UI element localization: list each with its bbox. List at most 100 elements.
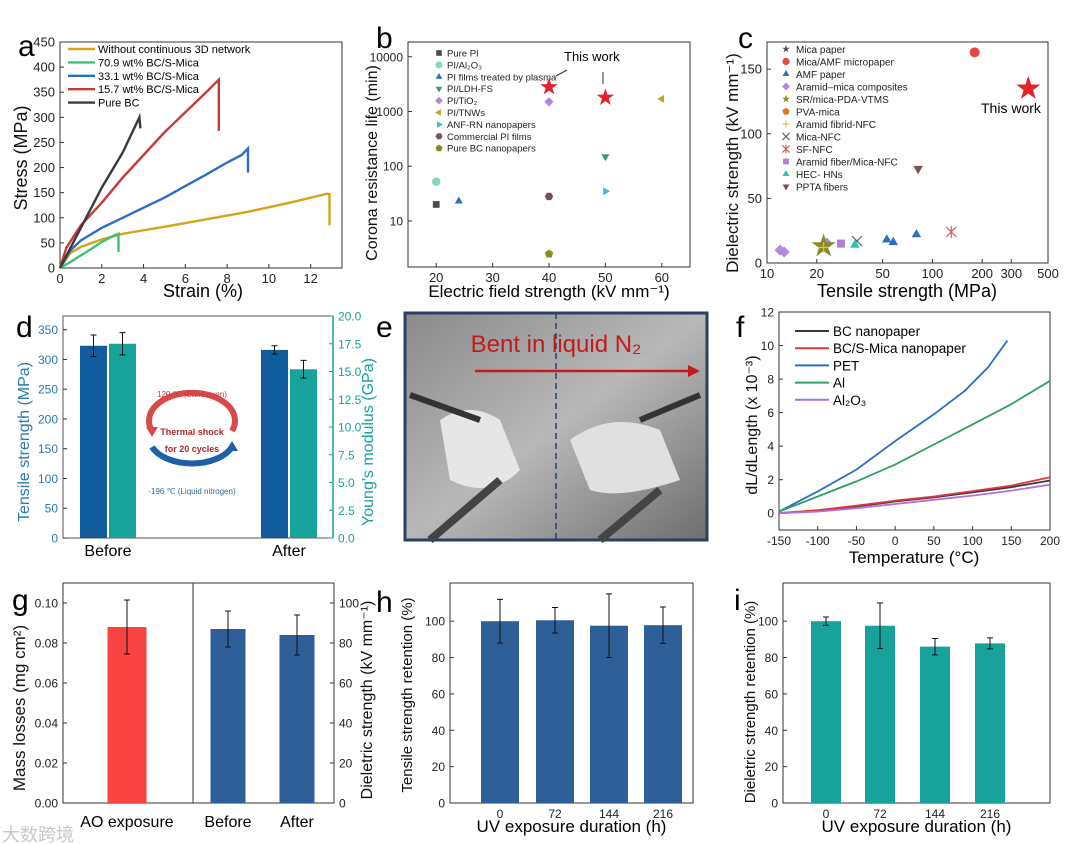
x-tick-label: 0 (497, 807, 504, 821)
legend-label: PI/Al₂O₃ (447, 60, 482, 71)
tweezers-left (408, 392, 482, 423)
x-axis-label: Temperature (°C) (849, 548, 980, 567)
data-point (432, 201, 440, 208)
x-axis-label: UV exposure duration (h) (477, 817, 667, 836)
y-tick-label: 40 (765, 724, 779, 738)
data-point (888, 236, 898, 246)
y-right-tick-label: 60 (339, 677, 353, 691)
y-tick-label: 0.06 (35, 677, 59, 691)
bar (536, 620, 574, 803)
error-bar (606, 593, 612, 659)
legend-marker (782, 120, 790, 128)
legend-label: 15.7 wt% BC/S-Mica (98, 84, 200, 96)
y-axis-label-left: Mass losses (mg cm²) (10, 625, 29, 791)
panel-label-i: i (734, 584, 741, 617)
y-tick-label: 100 (33, 210, 55, 225)
watermark-logo: 大数跨境 (2, 825, 74, 844)
y-tick-label: 0 (438, 797, 445, 811)
x-tick-label: 200 (1040, 534, 1060, 548)
y-tick-label: 100 (758, 615, 778, 629)
y-tick-label: 10 (390, 214, 404, 228)
annotation-this-work: This work (564, 49, 620, 64)
y-axis-label-right: Young's modulus (GPa) (360, 358, 377, 526)
data-point (596, 88, 615, 105)
legend-label: BC/S-Mica nanopaper (833, 341, 966, 356)
legend-marker (435, 86, 443, 93)
x-tick-label: 300 (1000, 266, 1022, 281)
inset-center-label: Thermal shock (160, 427, 225, 437)
y-right-tick-label: 15.0 (338, 365, 362, 379)
x-tick-label: 8 (223, 271, 230, 286)
legend-marker (435, 144, 443, 152)
error-bar (932, 637, 938, 656)
y-tick-label: 20 (765, 760, 779, 774)
bar (109, 343, 136, 538)
panel-label-a: a (18, 30, 35, 63)
legend-label: SF-NFC (796, 145, 833, 156)
y-axis-label: Tensile strength retention (%) (399, 597, 416, 792)
legend-label: Pure PI (447, 49, 479, 60)
legend-marker (781, 144, 791, 154)
error-bar (877, 602, 883, 649)
photo-caption: Bent in liquid N₂ (471, 331, 642, 358)
y-tick-label: 0 (771, 797, 778, 811)
y-tick-label: 0.04 (35, 717, 59, 731)
y-tick-label: 250 (38, 383, 58, 397)
y-right-tick-label: 20.0 (338, 310, 362, 324)
legend-label: SR/mica-PDA-VTMS (796, 95, 889, 106)
legend-label: Mica/AMF micropaper (796, 57, 894, 68)
legend-marker (435, 109, 441, 116)
cooling-arrow (149, 445, 235, 467)
bar (290, 369, 317, 538)
data-point (818, 242, 829, 253)
legend-marker (781, 132, 791, 141)
inset-center-label-2: for 20 cycles (165, 444, 220, 454)
legend-marker (782, 82, 790, 91)
x-tick-label: 50 (875, 266, 889, 281)
y-tick-label: 0.02 (35, 757, 59, 771)
y-right-tick-label: 2.5 (338, 504, 355, 518)
y-tick-label: 6 (767, 406, 774, 420)
y-right-tick-label: 0 (339, 797, 346, 811)
error-bar (497, 598, 503, 644)
legend-marker (782, 170, 790, 176)
bar (261, 349, 288, 538)
data-point (432, 177, 441, 186)
legend-label: Without continuous 3D network (98, 44, 251, 56)
legend-label: PI/TNWs (447, 108, 485, 119)
panel-label-c: c (738, 22, 753, 55)
y-tick-label: 100 (383, 160, 403, 174)
bar (811, 621, 841, 803)
y-tick-label: 450 (33, 35, 55, 50)
data-point (603, 187, 610, 196)
legend-label: PVA-mica (796, 107, 840, 118)
y-right-tick-label: 100 (339, 597, 359, 611)
data-point (544, 192, 554, 201)
category-label: After (272, 543, 306, 560)
y-axis-label: Dieletric strength retention (%) (742, 601, 759, 804)
x-tick-label: 40 (542, 270, 556, 285)
x-tick-label: 30 (485, 270, 499, 285)
y-tick-label: 0 (767, 507, 774, 521)
legend-label: BC nanopaper (833, 324, 921, 339)
y-tick-label: 0.10 (35, 597, 59, 611)
y-right-tick-label: 17.5 (338, 337, 362, 351)
legend-marker (437, 121, 443, 128)
y-right-tick-label: 20 (339, 757, 353, 771)
plot-frame (62, 582, 335, 804)
panel-label-g: g (12, 584, 29, 617)
y-right-tick-label: 40 (339, 717, 353, 731)
legend-label: Aramid–mica composites (796, 82, 908, 93)
y-tick-label: 200 (38, 412, 58, 426)
y-tick-label: 60 (432, 687, 446, 701)
x-tick-label: 100 (963, 534, 983, 548)
legend-label: PI/LDH-FS (447, 84, 493, 95)
panel-label-h: h (376, 586, 393, 619)
x-axis-label: Strain (%) (163, 281, 243, 301)
y-right-tick-label: 12.5 (338, 393, 362, 407)
series-line (58, 76, 220, 269)
y-axis-label: dL/dLength (x 10⁻³) (744, 355, 761, 494)
error-bar (124, 599, 130, 655)
legend-label: Pure BC nanopapers (447, 144, 536, 155)
series-line (778, 339, 1009, 513)
